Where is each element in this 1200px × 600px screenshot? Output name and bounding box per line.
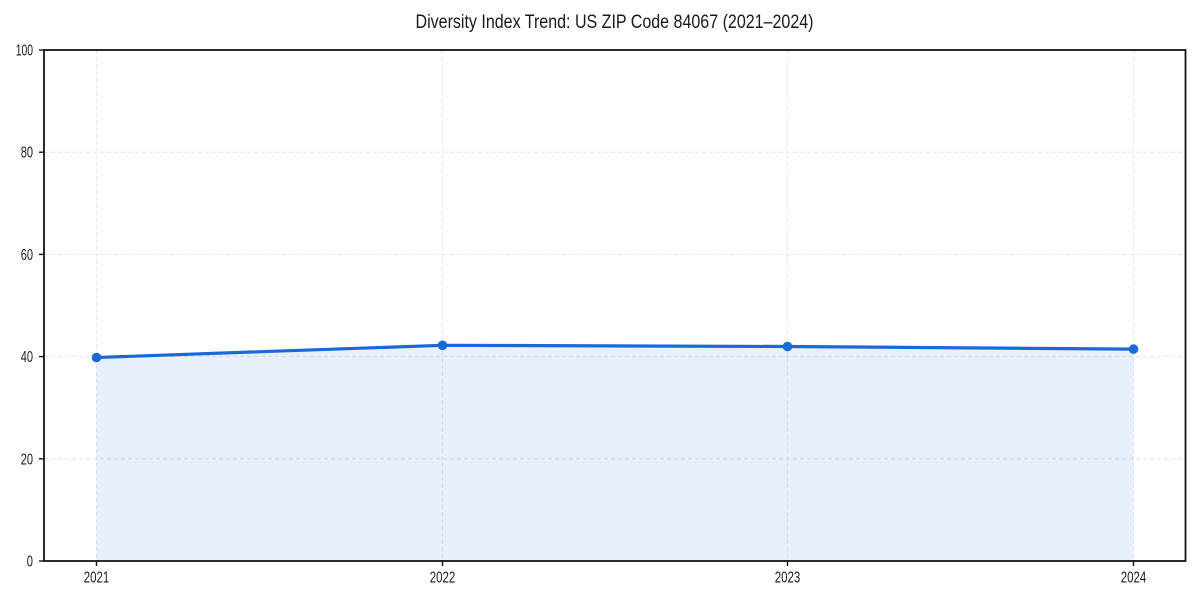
svg-text:2021: 2021 (84, 569, 110, 586)
svg-text:60: 60 (21, 247, 33, 264)
svg-text:2022: 2022 (430, 569, 456, 586)
svg-text:20: 20 (21, 451, 33, 468)
svg-text:80: 80 (21, 145, 33, 162)
svg-text:2024: 2024 (1121, 569, 1147, 586)
svg-text:Diversity Index Trend: US ZIP: Diversity Index Trend: US ZIP Code 84067… (416, 12, 814, 33)
svg-text:40: 40 (21, 349, 33, 366)
svg-text:0: 0 (27, 554, 33, 571)
svg-text:2023: 2023 (775, 569, 801, 586)
svg-text:100: 100 (16, 43, 33, 60)
